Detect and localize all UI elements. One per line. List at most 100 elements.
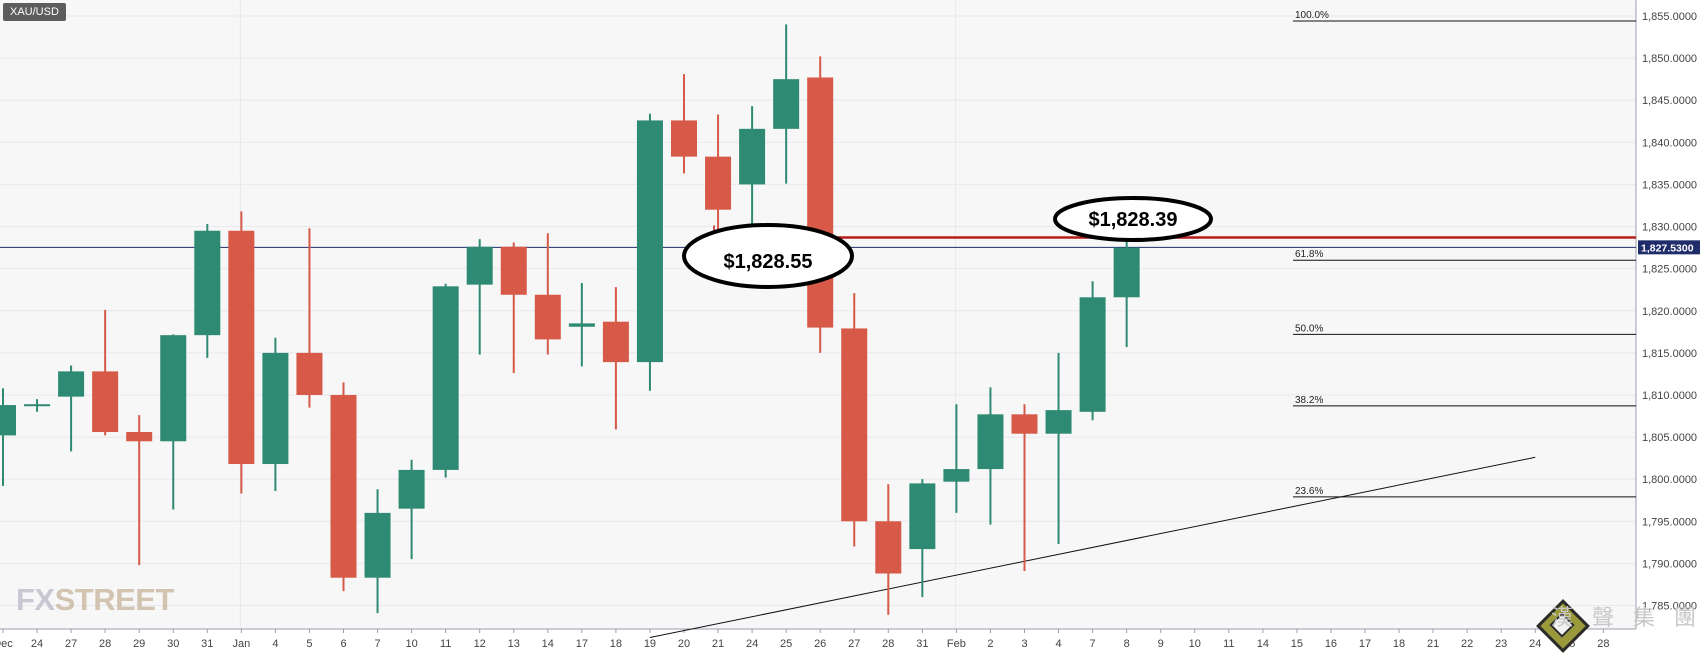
x-tick-label: 24: [1529, 638, 1541, 650]
candle-body: [330, 394, 357, 578]
y-tick-label: 1,830.0000: [1642, 222, 1697, 234]
y-tick-label: 1,855.0000: [1642, 11, 1697, 23]
fib-level-label: 23.6%: [1295, 486, 1323, 497]
candle-body: [1011, 414, 1038, 434]
candle-body: [671, 120, 697, 157]
candle-body: [194, 230, 221, 336]
x-tick-label: 20: [678, 638, 690, 650]
x-tick-label: 21: [712, 638, 724, 650]
current-price-tag: [1638, 240, 1700, 255]
x-tick-label: 17: [576, 638, 588, 650]
x-tick-label: 4: [1055, 638, 1061, 650]
x-tick-label: 31: [201, 638, 213, 650]
candle-body: [636, 120, 663, 363]
x-tick-label: 27: [848, 638, 860, 650]
x-tick-label: Feb: [947, 638, 966, 650]
fib-level-label: 50.0%: [1295, 323, 1323, 334]
fib-level-label: 100.0%: [1295, 10, 1329, 21]
x-tick-label: 8: [1124, 638, 1130, 650]
fib-level-label: 38.2%: [1295, 395, 1323, 406]
candle-body: [739, 128, 766, 185]
y-tick-label: 1,850.0000: [1642, 53, 1697, 65]
logo-fx: FX: [16, 582, 55, 617]
annotation-label: $1,828.55: [724, 251, 813, 273]
candle-body: [228, 230, 255, 465]
annotation-label: $1,828.39: [1089, 209, 1178, 231]
x-tick-label: 18: [1393, 638, 1405, 650]
x-tick-label: 10: [405, 638, 417, 650]
x-tick-label: 14: [542, 638, 554, 650]
x-tick-label: 16: [1325, 638, 1337, 650]
x-tick-label: 27: [65, 638, 77, 650]
x-tick-label: 28: [882, 638, 894, 650]
y-tick-label: 1,805.0000: [1642, 432, 1697, 444]
x-tick-label: 6: [340, 638, 346, 650]
y-tick-label: 1,800.0000: [1642, 474, 1697, 486]
y-tick-label: 1,795.0000: [1642, 516, 1697, 528]
candle-body: [1045, 410, 1072, 434]
y-tick-label: 1,815.0000: [1642, 348, 1697, 360]
candle-body: [262, 352, 289, 465]
candle-body: [432, 286, 459, 470]
corner-brand-text: 漢 聲 集 團: [1551, 606, 1702, 631]
x-tick-label: 28: [1597, 638, 1609, 650]
candle-body: [0, 405, 16, 436]
x-tick-label: 14: [1257, 638, 1269, 650]
candle-body: [977, 414, 1004, 470]
x-tick-label: 3: [1021, 638, 1027, 650]
logo-street: STREET: [54, 582, 175, 617]
y-tick-label: 1,845.0000: [1642, 95, 1697, 107]
candle-body: [568, 323, 595, 327]
candle-body: [602, 321, 629, 363]
y-tick-label: 1,835.0000: [1642, 179, 1697, 191]
x-tick-label: 23: [1495, 638, 1507, 650]
candle-body: [807, 77, 834, 328]
candle-body: [841, 328, 868, 522]
candle-body: [909, 483, 936, 550]
x-tick-label: 31: [916, 638, 928, 650]
annotation-ellipse: [682, 223, 854, 289]
x-tick-label: 22: [1461, 638, 1473, 650]
fib-level-label: 61.8%: [1295, 249, 1323, 260]
candle-body: [160, 335, 187, 442]
x-tick-label: 26: [814, 638, 826, 650]
x-tick-label: 13: [508, 638, 520, 650]
fxstreet-logo: FXSTREET: [16, 582, 174, 618]
x-tick-label: 11: [1223, 638, 1234, 650]
x-tick-label: 7: [1090, 638, 1096, 650]
y-tick-label: 1,790.0000: [1642, 558, 1697, 570]
x-tick-label: Dec: [0, 638, 13, 650]
candle-body: [534, 294, 561, 340]
candle-body: [1113, 247, 1140, 298]
annotation-ellipse: [1053, 196, 1213, 242]
candle-body: [58, 371, 85, 397]
x-tick-label: 7: [374, 638, 380, 650]
x-tick-label: Jan: [232, 638, 250, 650]
candle-body: [466, 246, 493, 285]
x-tick-label: 24: [31, 638, 43, 650]
candle-body: [364, 512, 391, 578]
candle-body: [705, 156, 732, 210]
x-tick-label: 12: [474, 638, 486, 650]
x-tick-label: 17: [1359, 638, 1371, 650]
y-tick-label: 1,825.0000: [1642, 264, 1697, 276]
x-tick-label: 10: [1189, 638, 1201, 650]
symbol-badge: XAU/USD: [3, 3, 66, 21]
x-tick-label: 11: [440, 638, 451, 650]
x-tick-label: 25: [780, 638, 792, 650]
x-tick-label: 15: [1291, 638, 1303, 650]
candle-body: [126, 432, 153, 442]
x-tick-label: 19: [644, 638, 656, 650]
x-tick-label: 21: [1427, 638, 1439, 650]
trendline: [649, 456, 1536, 638]
candle-body: [24, 404, 51, 407]
candle-body: [943, 469, 970, 482]
y-tick-label: 1,810.0000: [1642, 390, 1697, 402]
candle-body: [296, 352, 323, 395]
x-tick-label: 30: [167, 638, 179, 650]
x-tick-label: 18: [610, 638, 622, 650]
candle-body: [1079, 297, 1106, 412]
x-tick-label: 9: [1158, 638, 1164, 650]
